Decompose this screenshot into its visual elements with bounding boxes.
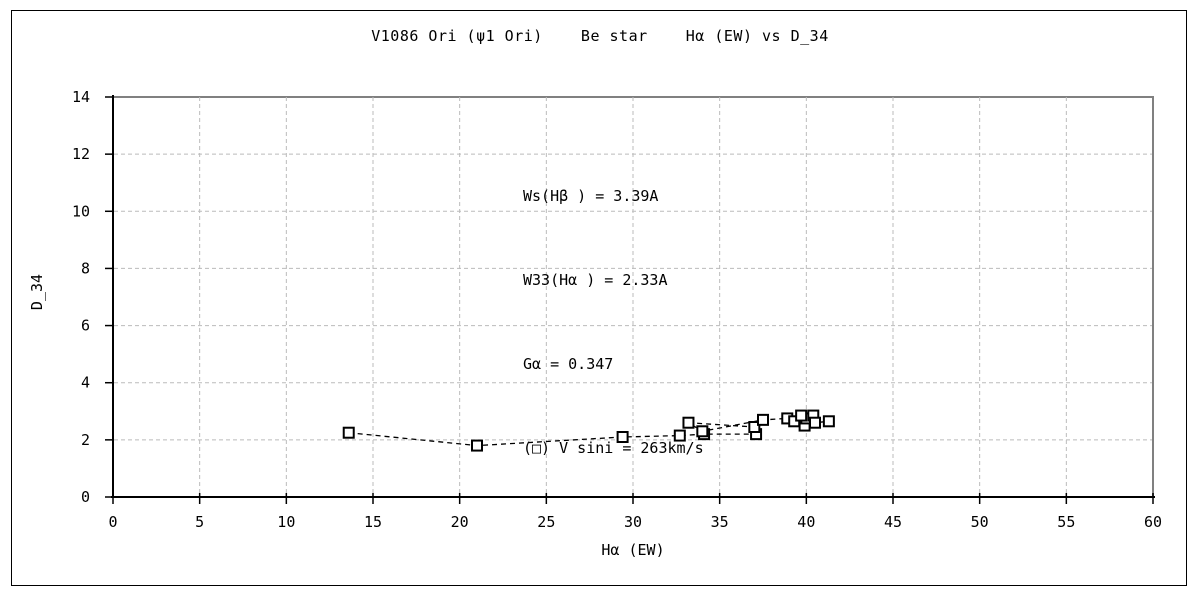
annotation-line-galpha: Gα = 0.347 [523,355,614,373]
figure-border [11,10,1187,586]
y-tick-label: 14 [72,88,90,106]
x-tick-label: 30 [624,513,642,531]
x-tick-label: 10 [277,513,295,531]
data-point-marker [673,429,686,442]
x-tick-label: 50 [971,513,989,531]
data-point-marker [471,439,483,452]
x-tick-label: 5 [195,513,204,531]
x-tick-label: 60 [1144,513,1162,531]
y-tick-label: 2 [81,431,90,449]
y-tick-label: 10 [72,202,90,220]
y-tick-label: 12 [72,145,90,163]
x-tick-label: 0 [108,513,117,531]
x-tick-label: 15 [364,513,382,531]
y-tick-label: 0 [81,488,90,506]
annotation-block: Ws(Hβ ) = 3.39A W33(Hα ) = 2.33A Gα = 0.… [523,126,704,490]
data-point-marker [809,416,821,429]
x-tick-label: 35 [711,513,729,531]
annotation-line-ws-hbeta: Ws(Hβ ) = 3.39A [523,187,659,205]
data-point-marker [748,421,761,433]
data-point-marker [822,415,835,428]
data-point-marker [616,431,629,443]
data-point-marker [682,416,695,429]
data-point-marker [696,425,709,438]
x-tick-label: 55 [1057,513,1075,531]
x-tick-label: 45 [884,513,902,531]
x-tick-label: 20 [451,513,469,531]
annotation-line-vsini-legend: (□) V sini = 263km/s [523,439,704,457]
y-axis-label: D_34 [28,273,46,311]
annotation-line-w33-halpha: W33(Hα ) = 2.33A [523,271,668,289]
x-tick-label: 40 [797,513,815,531]
y-tick-label: 8 [81,259,90,277]
y-tick-label: 4 [81,374,90,392]
y-tick-label: 6 [81,317,90,335]
x-tick-label: 25 [537,513,555,531]
data-point-marker [795,409,808,422]
data-point-marker [342,426,355,439]
x-axis-label: Hα (EW) [601,541,665,559]
chart-title: V1086 Ori (ψ1 Ori) Be star Hα (EW) vs D_… [371,27,829,45]
data-point-marker [757,413,769,426]
